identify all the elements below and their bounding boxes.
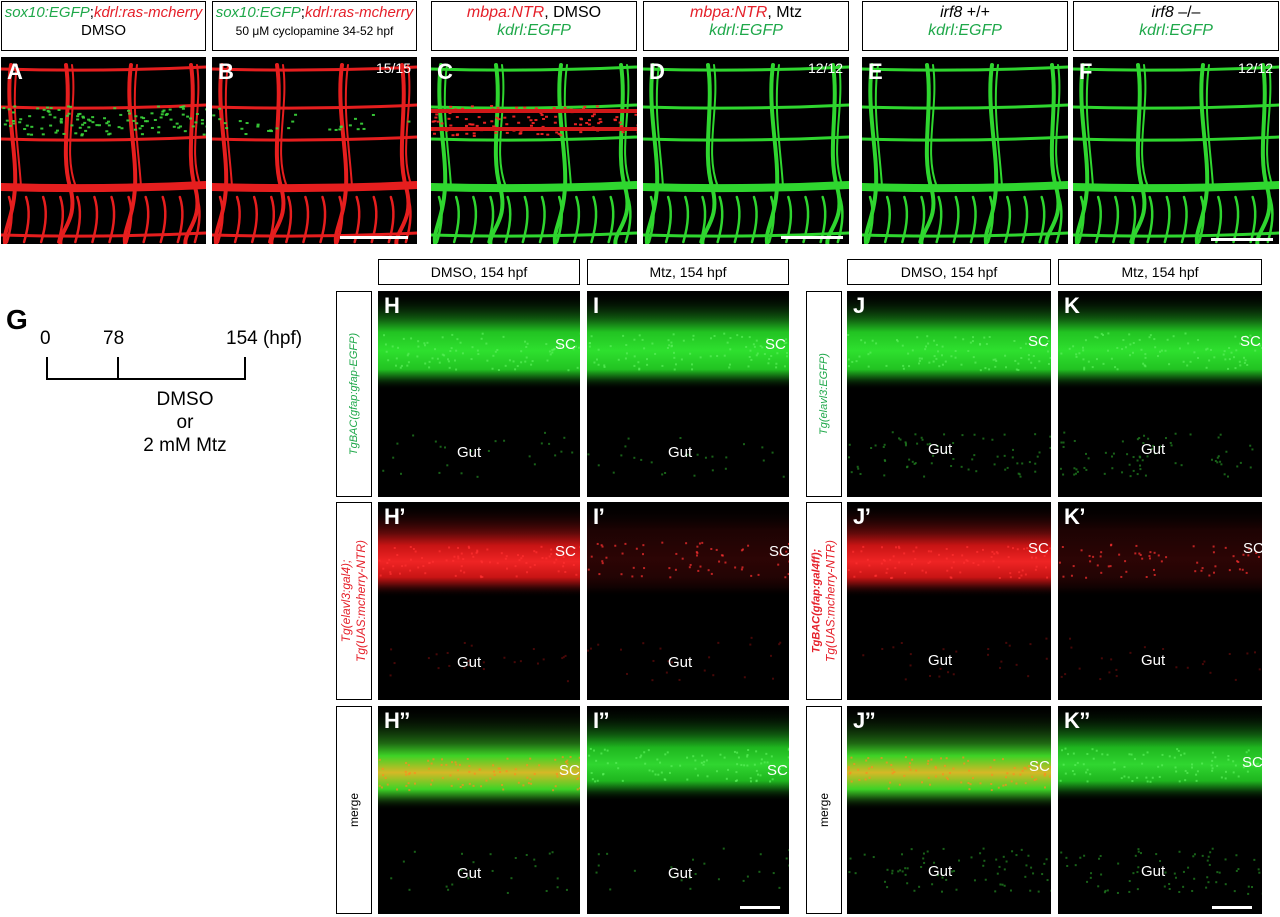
header-panel-b: sox10:EGFP;kdrl:ras-mcherry 50 μM cyclop… — [212, 1, 417, 51]
gut-label: Gut — [928, 863, 952, 880]
gut-label: Gut — [668, 444, 692, 461]
header-b-treatment: 50 μM cyclopamine 34-52 hpf — [236, 24, 394, 38]
fluorescence-image — [1058, 502, 1262, 700]
panel-h-double-prime: H’’ SC Gut — [378, 706, 580, 914]
sc-label: SC — [1243, 540, 1262, 557]
panel-k: K SC Gut — [1058, 291, 1262, 497]
row-label-right-2: TgBAC(gfap:gal4ff); Tg(UAS:mcherry-NTR) — [806, 502, 842, 700]
gut-label: Gut — [457, 444, 481, 461]
header-panel-e: irf8 +/+ kdrl:EGFP — [862, 1, 1068, 51]
panel-h: H SC Gut — [378, 291, 580, 497]
sc-label: SC — [1028, 540, 1049, 557]
gut-label: Gut — [457, 654, 481, 671]
panel-label-e: E — [868, 59, 882, 85]
panel-label-a: A — [7, 59, 22, 85]
sc-label: SC — [1240, 333, 1261, 350]
fluorescence-image — [847, 291, 1051, 497]
panel-count-d: 12/12 — [808, 60, 843, 76]
panel-f: F 12/12 — [1073, 57, 1279, 244]
vasculature-image — [1073, 57, 1279, 244]
fluorescence-image — [1058, 706, 1262, 914]
header-panel-f: irf8 –/– kdrl:EGFP — [1073, 1, 1279, 51]
gut-label: Gut — [928, 652, 952, 669]
panel-count-f: 12/12 — [1238, 60, 1273, 76]
sc-label: SC — [1029, 758, 1050, 775]
header-panel-i: Mtz, 154 hpf — [587, 259, 789, 285]
gut-label: Gut — [668, 865, 692, 882]
header-panel-k: Mtz, 154 hpf — [1058, 259, 1262, 285]
header-a-treatment: DMSO — [81, 22, 126, 39]
row-label-right-3: merge — [806, 706, 842, 914]
sc-label: SC — [767, 762, 788, 779]
panel-d: D 12/12 — [643, 57, 849, 244]
panel-i-prime: I’ SC Gut — [587, 502, 789, 700]
sc-label: SC — [769, 543, 789, 560]
sc-label: SC — [559, 762, 580, 779]
panel-i: I SC Gut — [587, 291, 789, 497]
gut-label: Gut — [457, 865, 481, 882]
panel-k-prime: K’ SC Gut — [1058, 502, 1262, 700]
panel-b: B 15/15 — [212, 57, 417, 244]
panel-i-double-prime: I’’ SC Gut — [587, 706, 789, 914]
scale-bar-f — [1211, 238, 1273, 241]
fluorescence-image — [587, 706, 789, 914]
panel-h-prime: H’ SC Gut — [378, 502, 580, 700]
header-panel-d: mbpa:NTR, Mtz kdrl:EGFP — [643, 1, 849, 51]
sc-label: SC — [1242, 754, 1262, 771]
fluorescence-image — [378, 291, 580, 497]
vasculature-image — [643, 57, 849, 244]
header-panel-h: DMSO, 154 hpf — [378, 259, 580, 285]
panel-label-b: B — [218, 59, 233, 85]
panel-label-f: F — [1079, 59, 1092, 85]
fluorescence-image — [378, 706, 580, 914]
sc-label: SC — [555, 336, 576, 353]
row-label-left-1: TgBAC(gfap:gfap-EGFP) — [336, 291, 372, 497]
vasculature-image — [212, 57, 417, 244]
sc-label: SC — [765, 336, 786, 353]
panel-label-c: C — [437, 59, 452, 85]
header-panel-j: DMSO, 154 hpf — [847, 259, 1051, 285]
row-label-left-3: merge — [336, 706, 372, 914]
scale-bar-k-double-prime — [1212, 906, 1252, 909]
timeline-treatment: DMSO or 2 mM Mtz — [120, 388, 250, 457]
fluorescence-image — [1058, 291, 1262, 497]
panel-k-double-prime: K’’ SC Gut — [1058, 706, 1262, 914]
panel-count-b: 15/15 — [376, 60, 411, 76]
header-panel-c: mbpa:NTR, DMSO kdrl:EGFP — [431, 1, 637, 51]
fluorescence-image — [847, 502, 1051, 700]
panel-j-prime: J’ SC Gut — [847, 502, 1051, 700]
vasculature-image — [862, 57, 1068, 244]
panel-j: J SC Gut — [847, 291, 1051, 497]
vasculature-image — [1, 57, 206, 244]
panel-j-double-prime: J’’ SC Gut — [847, 706, 1051, 914]
fluorescence-image — [847, 706, 1051, 914]
panel-e: E — [862, 57, 1068, 244]
fluorescence-image — [587, 291, 789, 497]
scale-bar-d — [781, 236, 843, 239]
header-panel-a: sox10:EGFP;kdrl:ras-mcherry DMSO — [1, 1, 206, 51]
gut-label: Gut — [1141, 441, 1165, 458]
gut-label: Gut — [928, 441, 952, 458]
sc-label: SC — [1028, 333, 1049, 350]
gut-label: Gut — [1141, 863, 1165, 880]
header-a-red: kdrl:ras-mcherry — [94, 4, 202, 21]
scale-bar-i-double-prime — [740, 906, 780, 909]
scale-bar-b — [340, 236, 408, 239]
gut-label: Gut — [1141, 652, 1165, 669]
gut-label: Gut — [668, 654, 692, 671]
panel-a: A — [1, 57, 206, 244]
panel-label-d: D — [649, 59, 664, 85]
sc-label: SC — [555, 543, 576, 560]
vasculature-image — [431, 57, 637, 244]
header-a-green: sox10:EGFP — [5, 4, 90, 21]
row-label-left-2: Tg(elavl3:gal4); Tg(UAS:mcherry-NTR) — [336, 502, 372, 700]
timeline-diagram: G 0 78 154 (hpf) DMSO or 2 mM Mtz — [0, 290, 330, 470]
panel-c: C — [431, 57, 637, 244]
row-label-right-1: Tg(elavl3:EGFP) — [806, 291, 842, 497]
